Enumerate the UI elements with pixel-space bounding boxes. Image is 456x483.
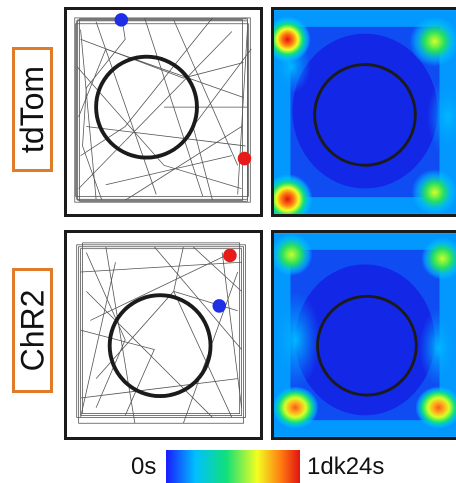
trajectory-panel-chr2 [64, 230, 263, 440]
end-marker [223, 248, 237, 263]
movement-trace [74, 13, 252, 203]
start-marker [114, 13, 129, 27]
heatmap-panel-tdtom [271, 7, 456, 217]
trajectory-panel-tdtom [64, 7, 263, 217]
colorbar [166, 450, 300, 483]
trajectory-plot [74, 13, 252, 203]
row-label-text: ChR2 [14, 289, 50, 372]
row-label-text: tdTom [14, 65, 51, 154]
heatmap-plot [274, 233, 456, 437]
heatmap-panel-chr2 [271, 230, 456, 440]
trajectory-plot [76, 242, 246, 424]
colorbar-min-label: 0s [131, 453, 157, 480]
row-label-chr2: ChR2 [12, 268, 53, 393]
row-label-tdtom: tdTom [12, 47, 53, 172]
heatmap-plot [274, 10, 456, 214]
end-marker [237, 151, 252, 166]
center-zone-circle [107, 293, 213, 399]
colorbar-max-label: 1dk24s [307, 453, 385, 480]
start-marker [212, 299, 227, 313]
center-zone-circle [94, 54, 199, 160]
center-zone-circle [316, 294, 418, 397]
center-zone-circle [313, 63, 417, 167]
